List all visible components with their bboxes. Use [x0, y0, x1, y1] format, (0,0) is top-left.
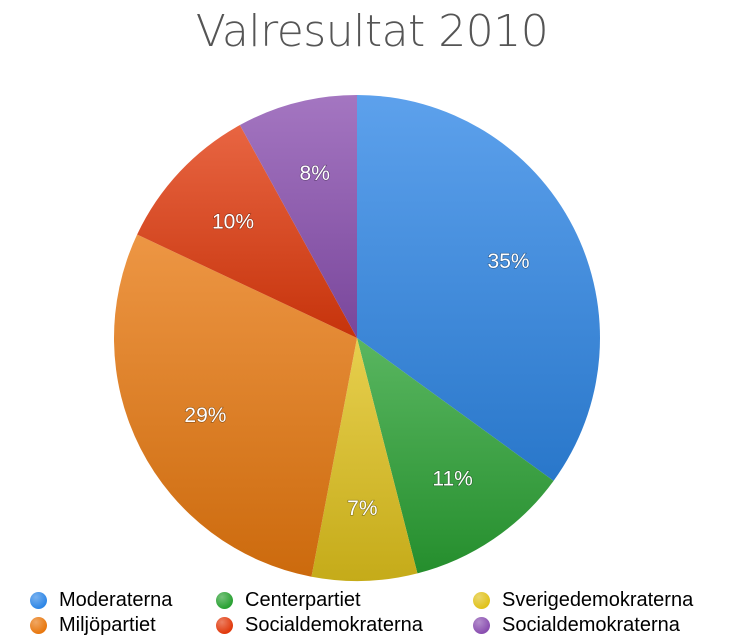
pie-slices — [114, 95, 600, 581]
legend-item-centerpartiet: Centerpartiet — [216, 588, 361, 612]
legend-dot — [473, 616, 490, 634]
slice-label: 29% — [184, 404, 226, 427]
legend-item-socialdemokraterna-2: Socialdemokraterna — [473, 613, 680, 637]
slice-label: 10% — [212, 211, 254, 234]
legend-label: Socialdemokraterna — [245, 613, 423, 636]
legend-item-miljopartiet: Miljöpartiet — [30, 613, 156, 637]
slice-label: 7% — [347, 497, 377, 520]
legend-label: Miljöpartiet — [59, 613, 156, 636]
pie-slice-moderaterna — [357, 95, 600, 481]
pie-slice-miljöpartiet — [114, 234, 358, 577]
legend-item-socialdemokraterna: Socialdemokraterna — [216, 613, 423, 637]
legend-dot — [216, 591, 233, 609]
legend-item-sverigedemokraterna: Sverigedemokraterna — [473, 588, 693, 612]
slice-label: 8% — [300, 162, 330, 185]
pie-chart: 35% 11% 7% 29% 10% 8% — [114, 95, 600, 581]
legend-dot — [30, 591, 47, 609]
legend-label: Socialdemokraterna — [502, 613, 680, 636]
pie-slice-socialdemokraterna — [137, 125, 357, 338]
legend-label: Centerpartiet — [245, 588, 361, 611]
legend-dot — [216, 616, 233, 634]
pie-slice-sverigedemokraterna — [311, 338, 418, 581]
slice-label: 11% — [432, 468, 472, 491]
pie-slice-socialdemokraterna-2 — [239, 95, 357, 338]
slice-label: 35% — [488, 250, 530, 273]
legend-dot — [30, 616, 47, 634]
legend-dot — [473, 591, 490, 609]
legend-item-moderaterna: Moderaterna — [30, 588, 172, 612]
chart-title: Valresultat 2010 — [195, 6, 549, 57]
legend: Moderaterna Centerpartiet Sverigedemokra… — [0, 586, 744, 638]
legend-label: Sverigedemokraterna — [502, 588, 694, 611]
pie-slice-centerpartiet — [357, 338, 554, 574]
pie-labels: 35% 11% 7% 29% 10% 8% — [184, 162, 530, 521]
legend-label: Moderaterna — [59, 588, 173, 611]
